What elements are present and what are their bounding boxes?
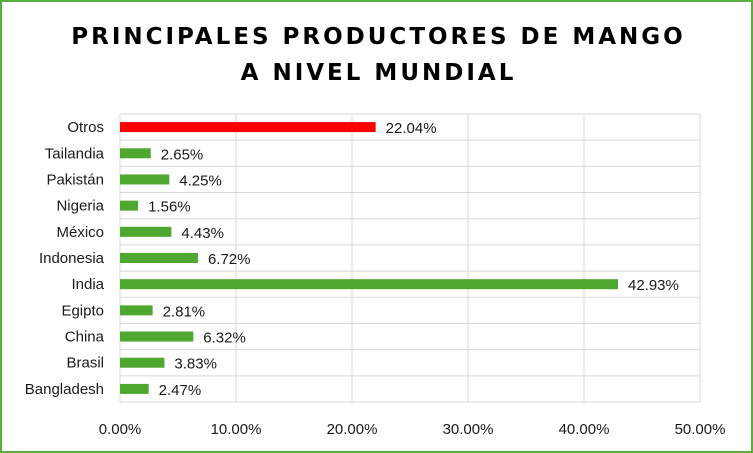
bar: [120, 122, 376, 133]
chart-title-line-1: PRINCIPALES PRODUCTORES DE MANGO: [71, 24, 686, 50]
data-label: 6.72%: [208, 251, 251, 268]
category-label: Egipto: [61, 302, 104, 319]
data-label: 4.25%: [179, 172, 222, 189]
x-tick-label: 50.00%: [675, 421, 726, 438]
bar: [120, 305, 153, 316]
data-label: 1.56%: [148, 199, 191, 216]
bar: [120, 279, 618, 290]
x-tick-label: 0.00%: [99, 421, 142, 438]
bar: [120, 357, 165, 368]
bar: [120, 331, 194, 342]
data-label: 22.04%: [386, 120, 437, 137]
data-label: 42.93%: [628, 277, 679, 294]
data-label: 3.83%: [174, 356, 217, 373]
category-label: Tailandia: [45, 145, 105, 162]
x-tick-label: 30.00%: [443, 421, 494, 438]
category-label: India: [71, 276, 104, 293]
data-label: 2.81%: [163, 303, 206, 320]
bar: [120, 174, 170, 185]
category-label: México: [56, 224, 104, 241]
data-label: 2.47%: [159, 382, 202, 399]
bar: [120, 226, 172, 237]
x-tick-label: 10.00%: [211, 421, 262, 438]
data-label: 6.32%: [203, 330, 246, 347]
bar: [120, 200, 139, 211]
category-label: Bangladesh: [25, 381, 104, 398]
category-label: Indonesia: [39, 250, 105, 267]
data-label: 2.65%: [161, 146, 204, 163]
bar: [120, 148, 151, 159]
category-label: Nigeria: [56, 198, 104, 215]
chart-title-line-2: A NIVEL MUNDIAL: [240, 60, 517, 86]
data-label: 4.43%: [181, 225, 224, 242]
x-tick-label: 20.00%: [327, 421, 378, 438]
category-label: China: [65, 329, 105, 346]
x-tick-label: 40.00%: [559, 421, 610, 438]
category-label: Brasil: [66, 355, 104, 372]
category-label: Otros: [67, 119, 104, 136]
bar: [120, 383, 149, 394]
category-label: Pakistán: [46, 171, 104, 188]
bar: [120, 253, 198, 263]
